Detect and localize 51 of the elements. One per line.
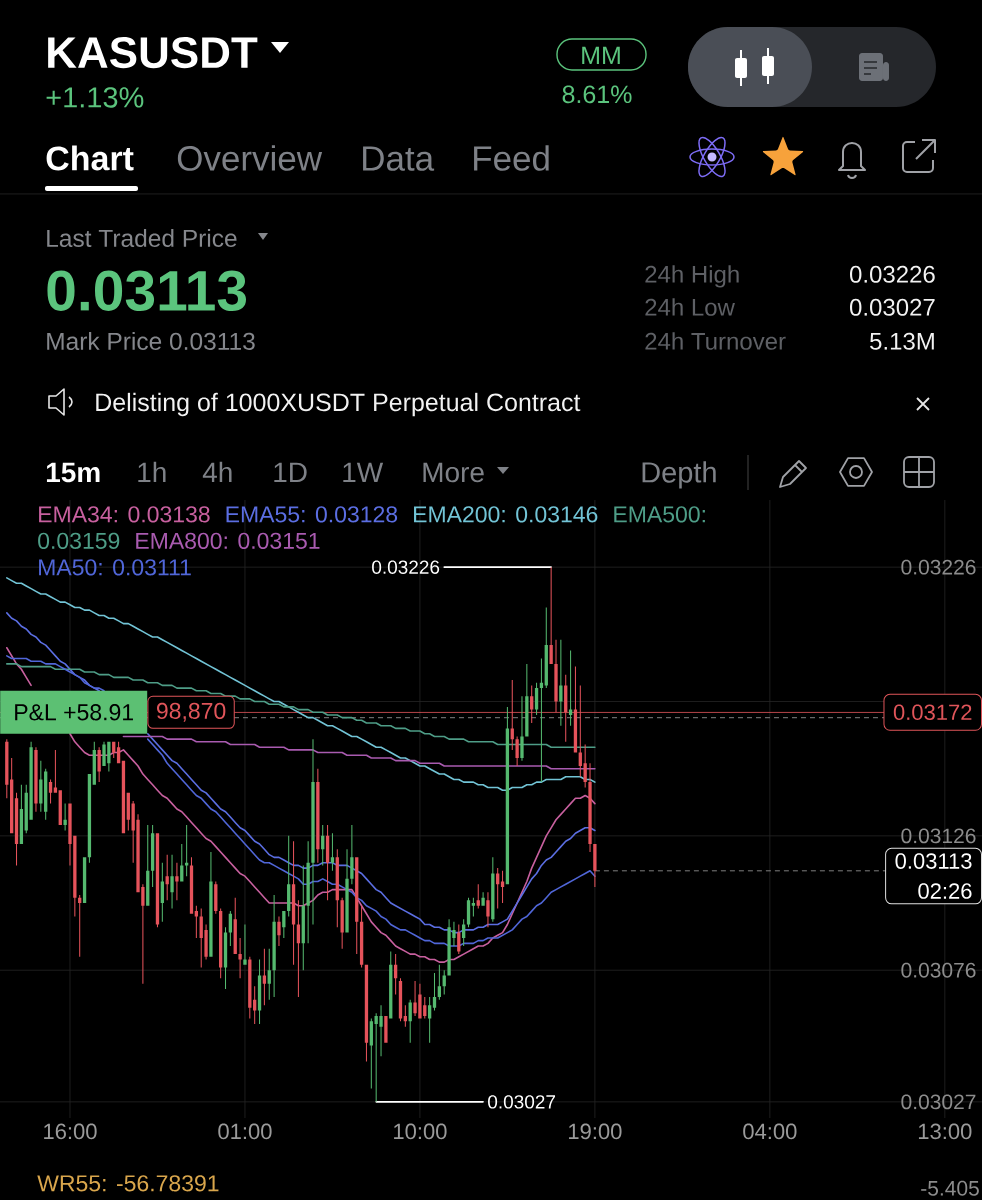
chart-subtitle: +1.13% [46,87,144,108]
text: Feed [474,145,549,171]
text: WR55: -56.78391 [37,1175,219,1192]
x-tick-label: 13:00 [918,1123,972,1140]
text: Data [363,146,435,171]
annotation: 98,870 [156,702,226,722]
text: 4h [202,461,232,483]
x-tick-label: 01:00 [218,1123,272,1140]
text: MA50: 0.03111 [39,559,191,576]
text: EMA34: 0.03138 [39,506,210,523]
x-tick-label: 19:00 [569,1123,622,1140]
text: 24h Low [645,298,735,316]
text: More [423,462,484,483]
y-tick-label: 0.03126 [901,828,976,844]
text: 0.03113 [47,270,247,312]
ref-line-label: 0.03172 [893,704,972,721]
text: Overview [177,145,323,171]
annotation: 02:26 [918,883,972,899]
ref-line-label: 0.03113 [895,853,972,869]
text: MM [582,46,620,64]
text: 24h High [645,265,739,288]
annotation: 0.03027 [488,1095,556,1109]
text: 15m [46,462,100,483]
text: EMA500: [614,506,705,523]
text: Chart [46,145,134,171]
text: Mark Price 0.03113 [47,332,255,350]
text: 1W [343,462,384,483]
annotation: P&L +58.91 [15,704,133,721]
text: Delisting of 1000XUSDT Perpetual Contract [96,392,581,417]
text: 0.03226 [849,265,935,283]
annotation: 0.03226 [372,560,440,574]
text: EMA200: 0.03146 [414,506,598,523]
text: Depth [642,461,716,489]
text: EMA55: 0.03128 [226,506,398,523]
text: Last Traded Price [47,229,237,247]
x-tick-label: 04:00 [743,1123,797,1140]
chart-title: KASUSDT [48,37,258,69]
y-tick-label: 0.03076 [901,962,976,978]
text: 1h [138,461,166,483]
text: 0.03027 [849,298,935,316]
x-tick-label: 16:00 [44,1123,97,1140]
x-tick-label: 10:00 [394,1123,447,1140]
y-tick-label: 0.03027 [901,1094,976,1110]
text: 5.13M [870,332,934,350]
text: 24h Turnover [645,332,786,350]
text: 1D [274,462,307,483]
text: EMA800: 0.03151 [136,532,320,549]
text: 0.03159 [38,532,120,549]
y-tick-label: 0.03226 [901,559,976,575]
text: -5.405 [921,1180,979,1196]
text: 8.61% [562,85,632,104]
